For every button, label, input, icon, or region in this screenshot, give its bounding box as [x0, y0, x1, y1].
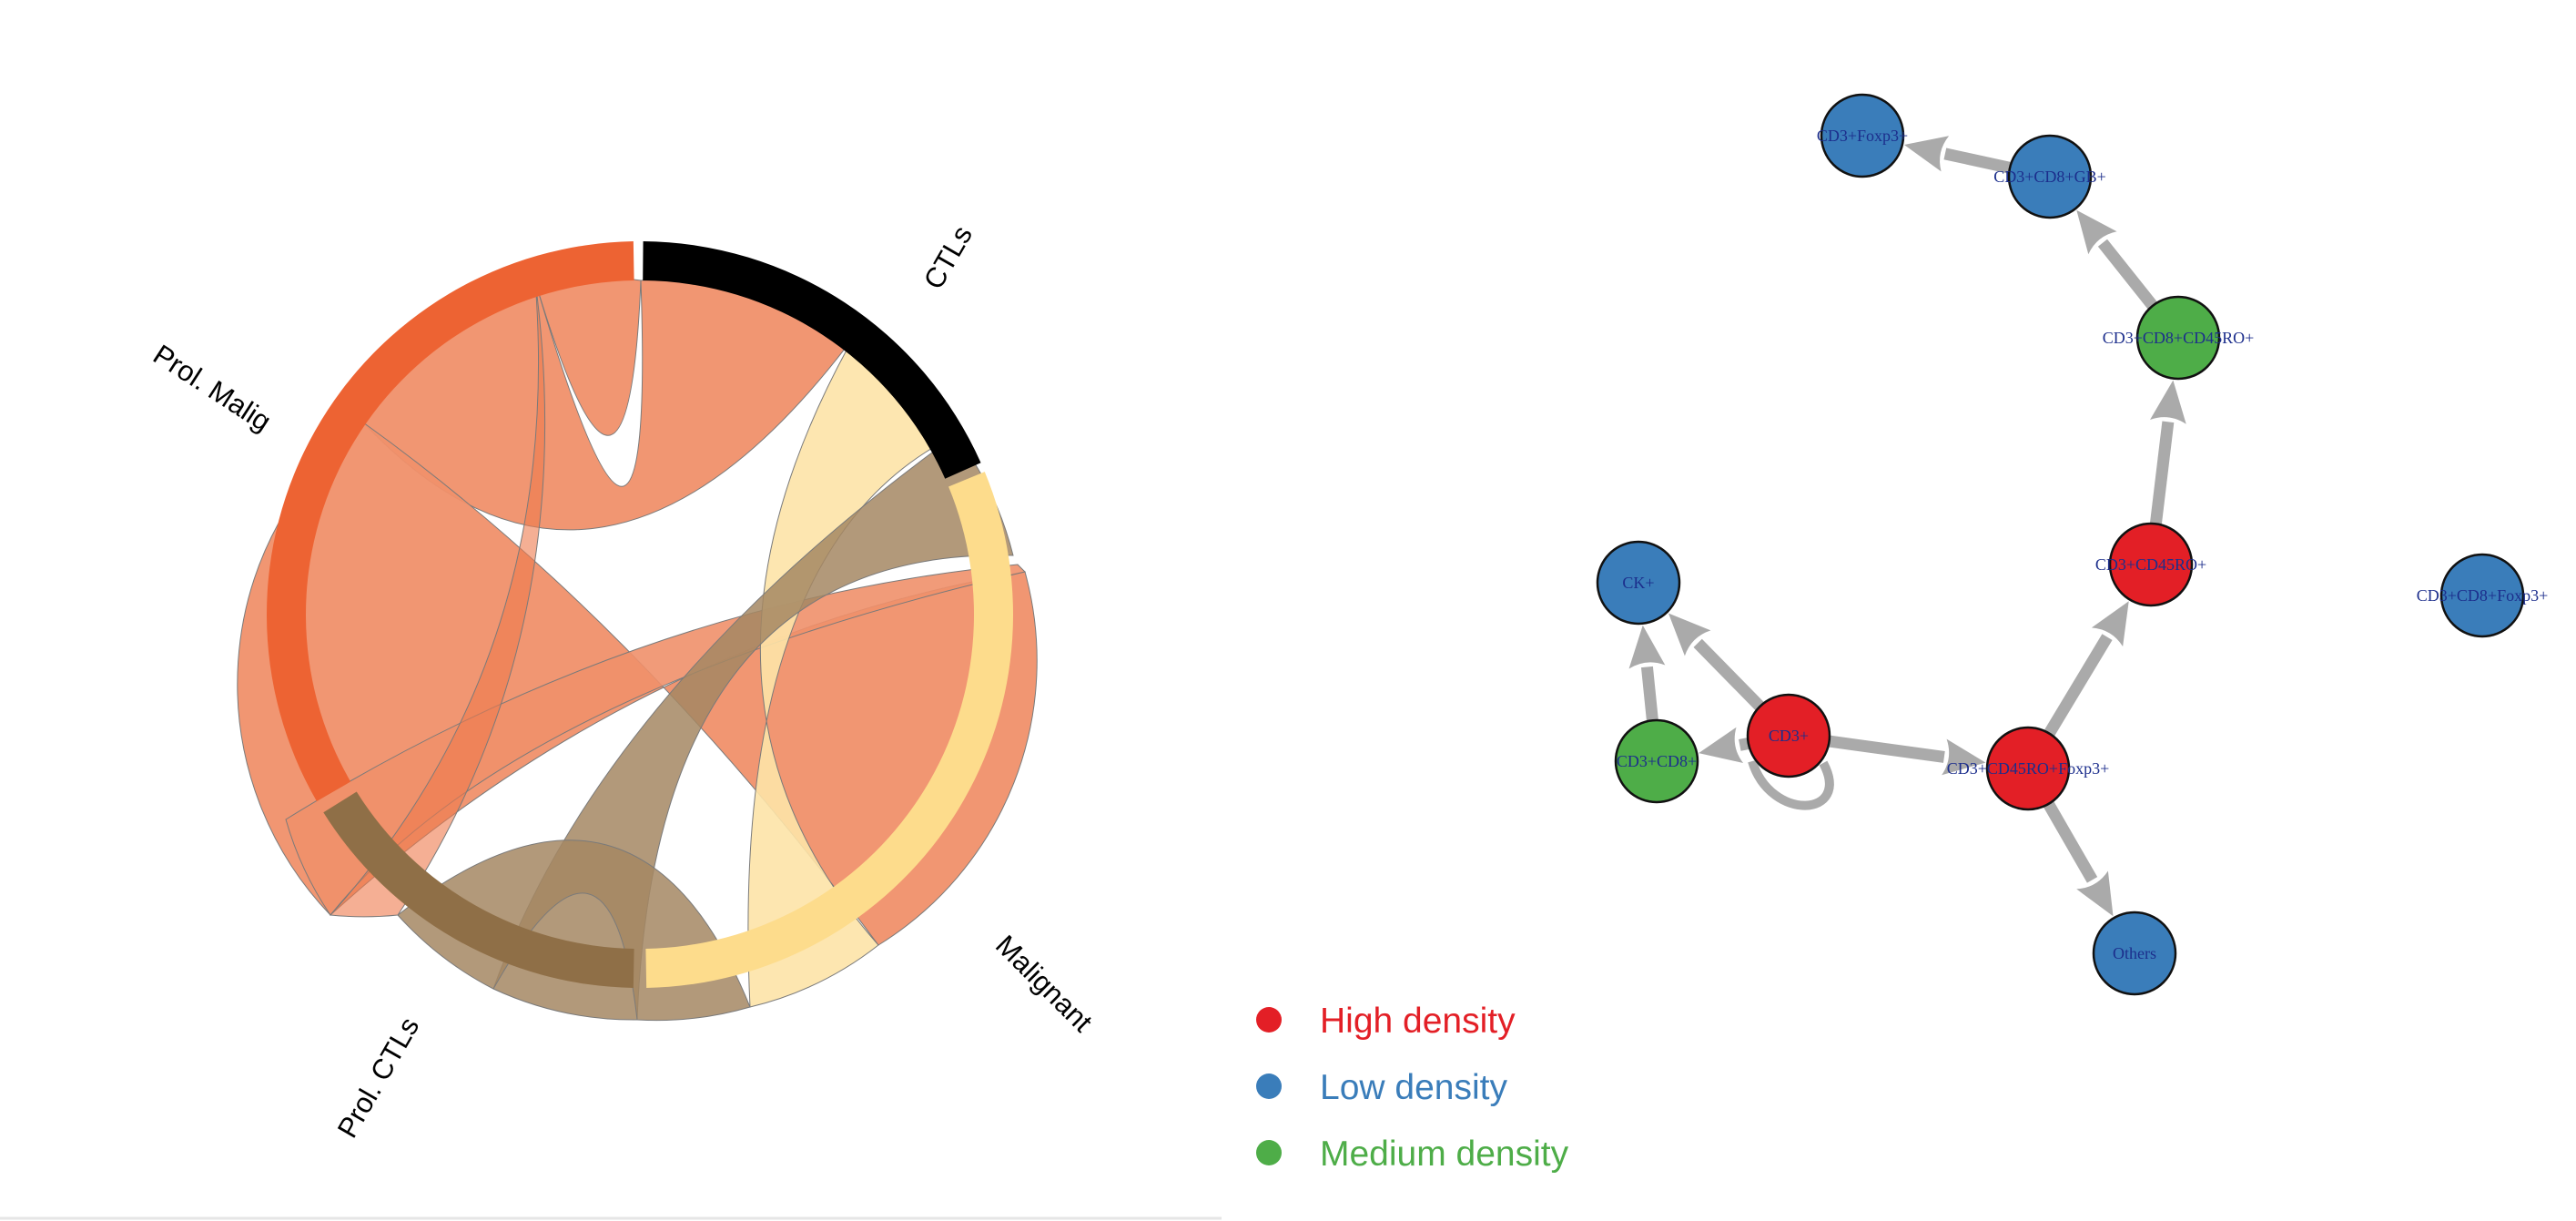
legend-label-high: High density	[1320, 1002, 1516, 1041]
node-label: CD3+Foxp3+	[1817, 127, 1908, 145]
edge-cd3-cd8-to-ck	[1640, 666, 1658, 721]
node-circle	[2439, 553, 2525, 638]
edge-arrowhead	[1628, 625, 1666, 669]
chord-label-prol-ctls: Prol. CTLs	[331, 1012, 426, 1143]
node-cd3-cd8-cd45ro: CD3+CD8+CD45RO+	[2103, 295, 2254, 381]
edge-arrowhead	[2150, 380, 2186, 424]
edge-cd3-cd45ro-foxp3-to-cd3-cd45ro	[2044, 634, 2113, 737]
legend: High density Low density Medium density	[1256, 1002, 1569, 1174]
edge-cd3-cd45ro-to-cd3-cd8-cd45ro	[2149, 421, 2175, 525]
node-circle	[1820, 93, 1905, 178]
node-cd3-cd45ro: CD3+CD45RO+	[2095, 522, 2206, 607]
edge-cd3-to-cd3-cd45ro-foxp3	[1828, 735, 1945, 763]
network-edges	[1628, 136, 2186, 917]
node-label: CD3+CD8+CD45RO+	[2103, 329, 2254, 347]
edge-arrowhead	[2076, 870, 2114, 917]
node-label: CD3+	[1769, 727, 1809, 745]
edge-cd3-cd45ro-foxp3-to-others	[2043, 800, 2098, 883]
legend-item-medium-density: Medium density	[1256, 1135, 1569, 1174]
legend-dot-high	[1256, 1007, 1282, 1033]
node-label: CD3+CD8+GB+	[1993, 168, 2105, 186]
node-circle	[2007, 134, 2093, 219]
node-ck: CK+	[1596, 540, 1681, 626]
node-cd3: CD3+	[1746, 693, 1831, 778]
chord-sector-ctls	[643, 241, 981, 479]
legend-item-low-density: Low density	[1256, 1068, 1507, 1107]
edge-arrowhead	[1942, 738, 1986, 776]
edge-self-loop	[1748, 759, 1834, 810]
chord-sector-prol-ctls	[323, 791, 634, 988]
node-circle	[1985, 726, 2071, 811]
chord-label-ctls: CTLs	[918, 220, 979, 295]
edge-arrowhead	[2091, 601, 2129, 646]
node-circle	[2092, 911, 2177, 996]
node-label: Others	[2113, 944, 2156, 962]
legend-dot-low	[1256, 1073, 1282, 1099]
chord-label-malignant: Malignant	[989, 929, 1099, 1038]
chord-sector-malignant	[645, 472, 1013, 988]
node-others: Others	[2092, 911, 2177, 996]
ribbon-prol-malig-left	[329, 280, 546, 918]
node-label: CD3+CD8+Foxp3+	[2417, 586, 2548, 605]
node-label: CD3+CD45RO+	[2095, 555, 2206, 574]
legend-label-low: Low density	[1320, 1068, 1507, 1107]
node-circle	[2135, 295, 2221, 381]
node-cd3-cd8-gb: CD3+CD8+GB+	[1993, 134, 2106, 219]
node-cd3-cd8: CD3+CD8+	[1614, 718, 1699, 804]
node-label: CK+	[1622, 574, 1654, 592]
edge-arrowhead	[1699, 727, 1744, 764]
node-cd3-cd45ro-foxp3: CD3+CD45RO+Foxp3+	[1947, 726, 2109, 811]
node-circle	[1746, 693, 1831, 778]
edge-cd3-cd8-cd45ro-to-cd3-cd8-gb	[2097, 239, 2158, 310]
node-label: CD3+CD8+	[1617, 752, 1697, 770]
edge-cd3-cd8-gb-to-cd3-foxp3	[1943, 148, 2012, 174]
network-graph: CD3+Foxp3+ CD3+CD8+GB+ CD3+CD8+CD45RO+ CD3+…	[1596, 93, 2548, 996]
legend-dot-medium	[1256, 1140, 1282, 1165]
edge-cd3-to-ck	[1693, 638, 1765, 711]
legend-label-medium: Medium density	[1320, 1135, 1569, 1174]
edge-cd3-to-cd3-cd8	[1739, 738, 1750, 751]
edge-arrowhead	[1903, 136, 1950, 172]
chord-label-prol-malig: Prol. Malig	[147, 339, 277, 438]
node-circle	[2108, 522, 2194, 607]
node-circle	[1596, 540, 1681, 626]
legend-item-high-density: High density	[1256, 1002, 1516, 1041]
edge-arrowhead	[2076, 209, 2117, 255]
node-cd3-foxp3: CD3+Foxp3+	[1817, 93, 1908, 178]
edge-arrowhead	[1668, 613, 1711, 656]
node-circle	[1614, 718, 1699, 804]
chord-sector-prol-malig	[267, 241, 634, 801]
network-nodes: CD3+Foxp3+ CD3+CD8+GB+ CD3+CD8+CD45RO+ CD3+…	[1596, 93, 2548, 996]
node-cd3-cd8-foxp3: CD3+CD8+Foxp3+	[2417, 553, 2548, 638]
chord-sectors	[267, 241, 1013, 988]
chord-diagram: CTLs Malignant Prol. CTLs Prol. Malig	[147, 220, 1099, 1144]
node-label: CD3+CD45RO+Foxp3+	[1947, 759, 2109, 778]
